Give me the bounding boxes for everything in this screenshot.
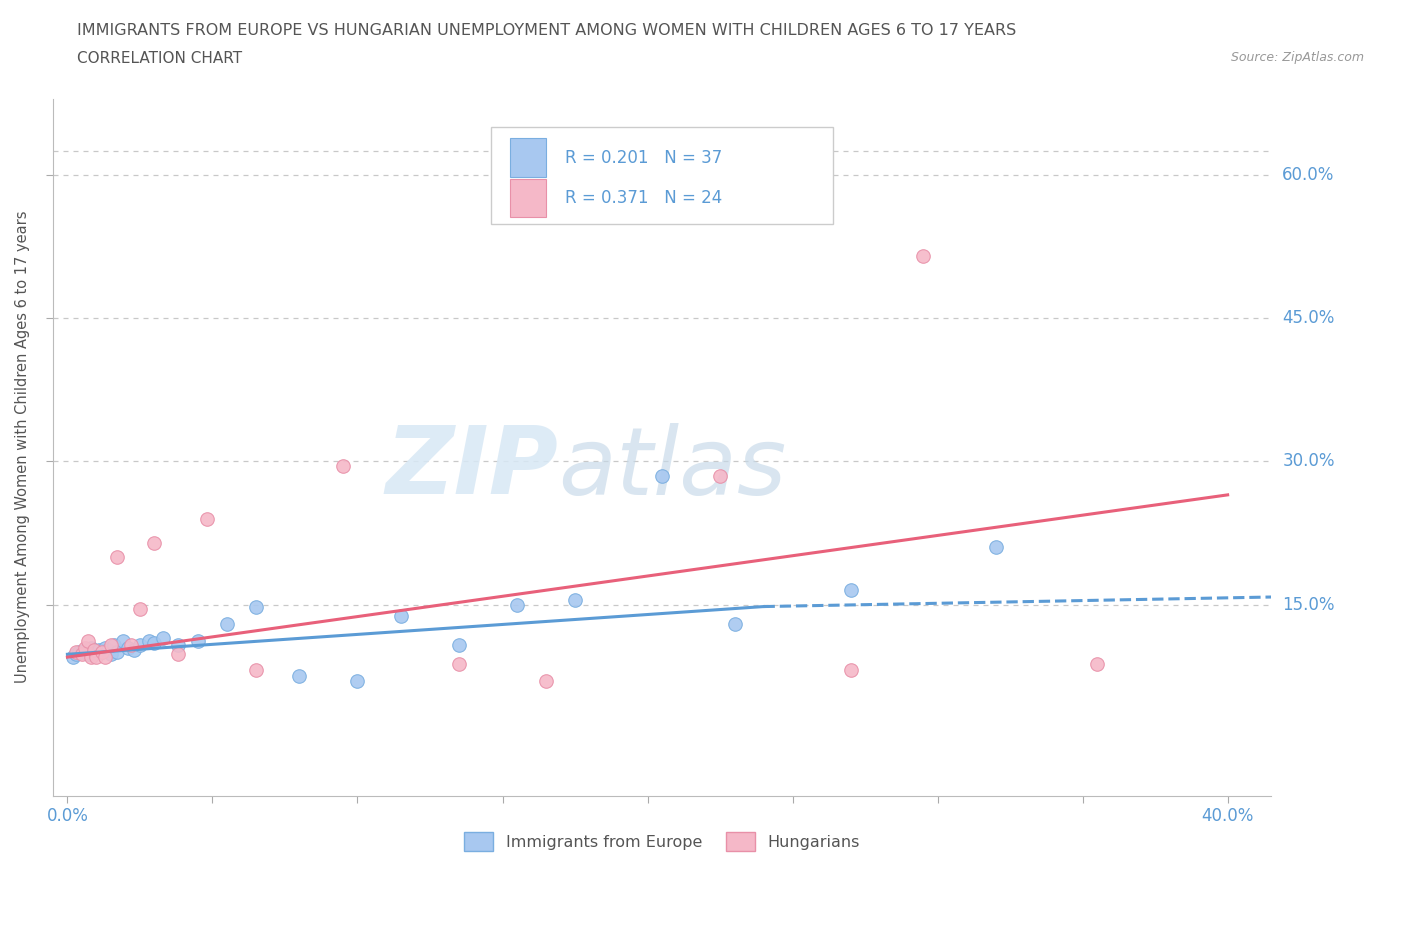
- Point: [83, 644, 105, 659]
- Point: [62, 650, 84, 665]
- Point: [839, 583, 862, 598]
- Point: [65, 644, 87, 659]
- Legend: Immigrants from Europe, Hungarians: Immigrants from Europe, Hungarians: [458, 826, 866, 857]
- Point: [86, 644, 108, 659]
- Point: [166, 647, 188, 662]
- Point: [984, 540, 1007, 555]
- FancyBboxPatch shape: [510, 139, 547, 177]
- Y-axis label: Unemployment Among Women with Children Ages 6 to 17 years: Unemployment Among Women with Children A…: [15, 211, 30, 684]
- Point: [73, 640, 96, 655]
- Point: [187, 633, 209, 648]
- Text: Source: ZipAtlas.com: Source: ZipAtlas.com: [1230, 51, 1364, 64]
- Text: atlas: atlas: [558, 422, 787, 513]
- Point: [83, 643, 105, 658]
- Text: ZIP: ZIP: [385, 422, 558, 514]
- Point: [534, 673, 557, 688]
- Point: [76, 633, 98, 648]
- FancyBboxPatch shape: [492, 126, 832, 224]
- Point: [117, 640, 139, 655]
- Point: [143, 635, 166, 650]
- Point: [100, 647, 122, 662]
- Point: [839, 662, 862, 677]
- Point: [120, 637, 142, 652]
- Point: [166, 637, 188, 652]
- Point: [288, 669, 311, 684]
- Point: [91, 644, 114, 659]
- Point: [346, 673, 368, 688]
- Point: [195, 512, 218, 526]
- Text: 15.0%: 15.0%: [1282, 595, 1334, 614]
- Point: [245, 662, 267, 677]
- Point: [103, 637, 125, 652]
- Point: [506, 597, 529, 612]
- Point: [215, 617, 238, 631]
- Point: [709, 469, 731, 484]
- Point: [97, 643, 120, 658]
- Point: [94, 640, 117, 655]
- Point: [70, 647, 93, 662]
- Point: [70, 644, 93, 659]
- Point: [245, 599, 267, 614]
- Point: [143, 535, 166, 550]
- Point: [94, 650, 117, 665]
- Point: [564, 592, 586, 607]
- Point: [138, 633, 160, 648]
- Text: CORRELATION CHART: CORRELATION CHART: [77, 51, 242, 66]
- Point: [67, 644, 90, 659]
- Point: [65, 647, 87, 662]
- Point: [447, 657, 470, 671]
- Text: R = 0.371   N = 24: R = 0.371 N = 24: [565, 189, 721, 207]
- Point: [100, 637, 122, 652]
- Point: [86, 650, 108, 665]
- Point: [152, 631, 174, 645]
- Point: [91, 644, 114, 659]
- Text: 45.0%: 45.0%: [1282, 310, 1334, 327]
- Point: [105, 644, 128, 659]
- Text: IMMIGRANTS FROM EUROPE VS HUNGARIAN UNEMPLOYMENT AMONG WOMEN WITH CHILDREN AGES : IMMIGRANTS FROM EUROPE VS HUNGARIAN UNEM…: [77, 23, 1017, 38]
- Text: R = 0.201   N = 37: R = 0.201 N = 37: [565, 149, 721, 166]
- Point: [122, 643, 145, 658]
- Point: [447, 637, 470, 652]
- Point: [129, 602, 152, 617]
- Point: [79, 650, 101, 665]
- Point: [1085, 657, 1108, 671]
- Point: [129, 637, 152, 652]
- FancyBboxPatch shape: [510, 179, 547, 218]
- Point: [89, 642, 111, 657]
- Point: [651, 469, 673, 484]
- Point: [105, 550, 128, 565]
- Point: [73, 643, 96, 658]
- Point: [723, 617, 745, 631]
- Text: 30.0%: 30.0%: [1282, 453, 1334, 471]
- Point: [76, 647, 98, 662]
- Point: [912, 248, 935, 263]
- Text: 60.0%: 60.0%: [1282, 166, 1334, 184]
- Point: [389, 608, 412, 623]
- Point: [111, 633, 134, 648]
- Point: [332, 458, 354, 473]
- Point: [79, 640, 101, 655]
